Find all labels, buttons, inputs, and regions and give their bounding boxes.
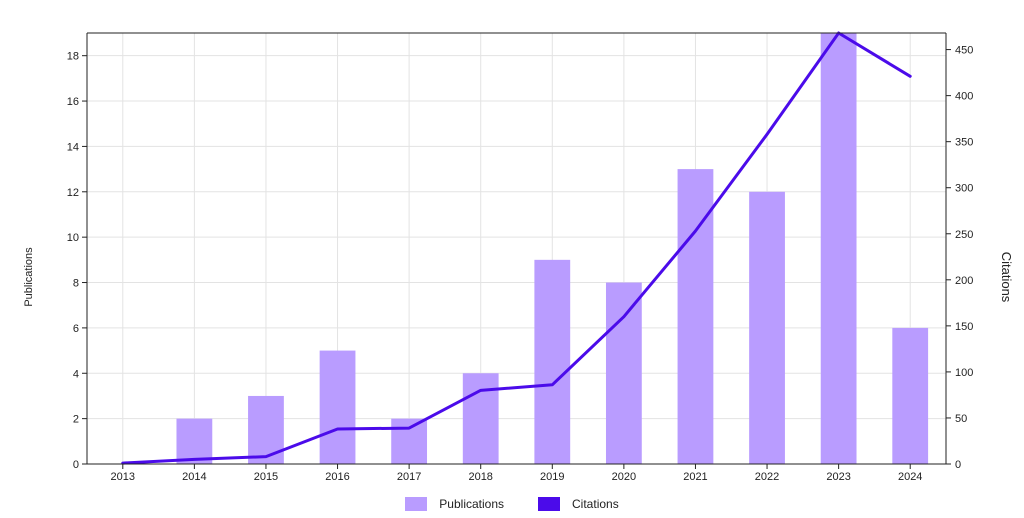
x-tick-label: 2021 bbox=[683, 471, 707, 483]
bar-publications-2018 bbox=[462, 373, 499, 464]
bar-publications-2022 bbox=[749, 191, 785, 464]
x-tick-label: 2014 bbox=[182, 471, 206, 483]
y-axis-right-label: Citations bbox=[999, 252, 1014, 303]
bar-publications-2020 bbox=[605, 282, 642, 464]
legend-item-citations[interactable]: Citations bbox=[538, 497, 619, 511]
y-tick-label-right: 250 bbox=[955, 229, 973, 241]
x-tick-label: 2015 bbox=[254, 471, 278, 483]
y-tick-label-right: 350 bbox=[955, 137, 973, 149]
y-tick-label-left: 16 bbox=[67, 96, 79, 108]
x-tick-label: 2017 bbox=[397, 471, 421, 483]
bar-publications-2021 bbox=[677, 169, 714, 464]
x-tick-label: 2024 bbox=[898, 471, 922, 483]
x-tick-label: 2023 bbox=[826, 471, 850, 483]
grid bbox=[87, 33, 946, 465]
y-tick-label-left: 4 bbox=[73, 368, 79, 380]
y-tick-label-left: 10 bbox=[67, 232, 79, 244]
y-tick-label-left: 6 bbox=[73, 323, 79, 335]
bar-publications-2014 bbox=[176, 418, 213, 464]
legend-label-citations: Citations bbox=[572, 497, 619, 511]
y-tick-label-left: 8 bbox=[73, 278, 79, 290]
bar-publications-2017 bbox=[391, 418, 428, 464]
axes: 0 2 4 6 8 10 12 14 16 18 0 50 100 150 200 250 300 350 400 4… bbox=[67, 32, 973, 483]
citations-line-layer bbox=[121, 31, 912, 465]
y-tick-label-right: 50 bbox=[955, 413, 967, 425]
y-tick-label-right: 150 bbox=[955, 321, 973, 333]
y-tick-label-right: 300 bbox=[955, 183, 973, 195]
y-tick-label-right: 450 bbox=[955, 45, 973, 57]
bar-publications-2024 bbox=[892, 327, 929, 464]
x-tick-label: 2020 bbox=[612, 471, 636, 483]
y-tick-label-left: 12 bbox=[67, 187, 79, 199]
x-tick-label: 2013 bbox=[111, 471, 135, 483]
bar-publications-2019 bbox=[534, 259, 571, 464]
legend-item-publications[interactable]: Publications bbox=[405, 497, 504, 511]
y-tick-label-left: 18 bbox=[67, 51, 79, 63]
legend-swatch-citations bbox=[538, 497, 561, 511]
combo-chart: 0 2 4 6 8 10 12 14 16 18 0 50 100 150 200 250 300 350 400 4… bbox=[23, 31, 1014, 483]
bar-publications-2023 bbox=[820, 33, 857, 464]
legend-swatch-publications bbox=[405, 497, 428, 511]
y-tick-label-left: 0 bbox=[73, 459, 79, 471]
y-tick-label-right: 0 bbox=[955, 459, 961, 471]
x-tick-label: 2018 bbox=[468, 471, 492, 483]
y-axis-left-label: Publications bbox=[23, 247, 35, 307]
y-tick-label-right: 400 bbox=[955, 91, 973, 103]
y-tick-label-right: 200 bbox=[955, 275, 973, 287]
bar-publications-2016 bbox=[319, 350, 356, 464]
y-tick-label-left: 2 bbox=[73, 414, 79, 426]
publications-bars bbox=[176, 33, 929, 464]
y-tick-label-right: 100 bbox=[955, 367, 973, 379]
legend-label-publications: Publications bbox=[439, 497, 505, 511]
y-tick-label-left: 14 bbox=[67, 141, 79, 153]
legend: Publications Citations bbox=[0, 497, 1024, 511]
x-tick-label: 2016 bbox=[325, 471, 349, 483]
x-tick-label: 2019 bbox=[540, 471, 564, 483]
bar-publications-2015 bbox=[248, 395, 284, 464]
citations-line bbox=[121, 31, 912, 465]
x-tick-label: 2022 bbox=[755, 471, 779, 483]
